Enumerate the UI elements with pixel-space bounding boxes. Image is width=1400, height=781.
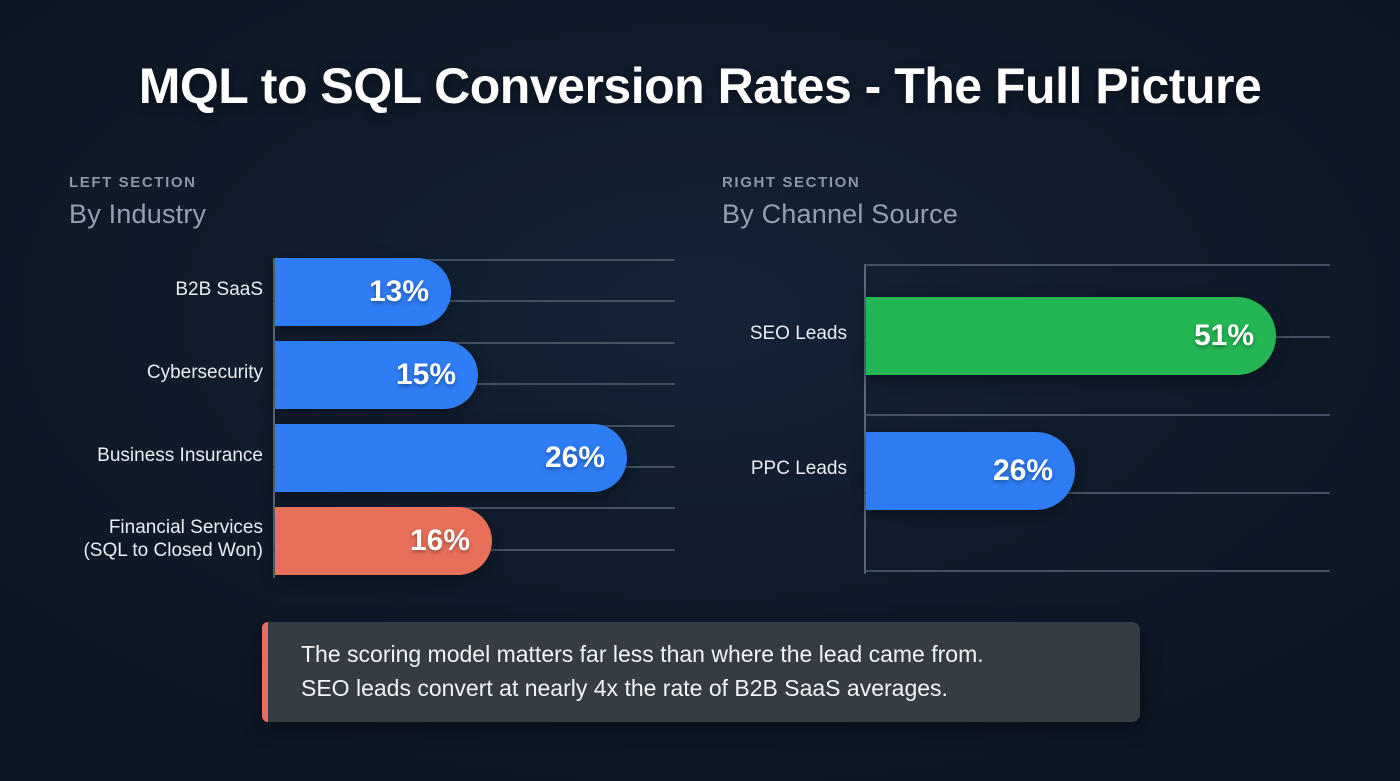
bar-value-label: 26% <box>544 441 605 474</box>
page-title: MQL to SQL Conversion Rates - The Full P… <box>138 58 1262 114</box>
bar: 15% <box>275 341 478 409</box>
right-section-heading: By Channel Source <box>722 199 959 229</box>
bar-value-label: 15% <box>395 358 456 391</box>
bar: 26% <box>275 424 627 492</box>
chart-gridline <box>864 570 1330 572</box>
insight-callout: The scoring model matters far less than … <box>262 622 1140 722</box>
bar-category-label: B2B SaaS <box>175 279 263 301</box>
chart-axis-line <box>864 264 866 574</box>
bar-value-label: 13% <box>368 275 429 308</box>
left-section-heading: By Industry <box>69 199 207 229</box>
left-section-header: LEFT SECTION By Industry <box>69 174 206 230</box>
bar: 16% <box>275 507 492 575</box>
right-section-kicker: RIGHT SECTION <box>722 174 861 191</box>
bar-value-label: 16% <box>409 524 470 557</box>
callout-accent-bar <box>262 622 268 722</box>
bar: 13% <box>275 258 451 326</box>
bar: 26% <box>866 432 1075 510</box>
bar-category-label: SEO Leads <box>749 323 847 345</box>
chart-gridline <box>273 300 675 302</box>
chart-gridline <box>864 414 1330 416</box>
bar-category-label: PPC Leads <box>750 458 847 480</box>
chart-by-industry: 13% B2B SaaS 15% Cybersecurity 26% Business I… <box>83 258 675 578</box>
bar-category-label: Cybersecurity <box>146 362 263 384</box>
chart-gridline <box>273 507 675 509</box>
bar: 51% <box>866 297 1276 375</box>
callout-text: The scoring model matters far less than … <box>301 641 984 701</box>
chart-gridline <box>864 264 1330 266</box>
chart-gridline <box>273 342 675 344</box>
bar-category-label: Financial Services (SQL to Closed Won) <box>83 516 263 561</box>
chart-gridline <box>273 259 675 261</box>
left-section-kicker: LEFT SECTION <box>69 174 197 191</box>
bar-category-label: Business Insurance <box>97 445 263 467</box>
right-section-header: RIGHT SECTION By Channel Source <box>722 174 958 230</box>
chart-axis-line <box>273 258 275 578</box>
bar-value-label: 51% <box>1193 319 1254 352</box>
chart-gridline <box>864 492 1330 494</box>
bar-value-label: 26% <box>992 454 1053 487</box>
